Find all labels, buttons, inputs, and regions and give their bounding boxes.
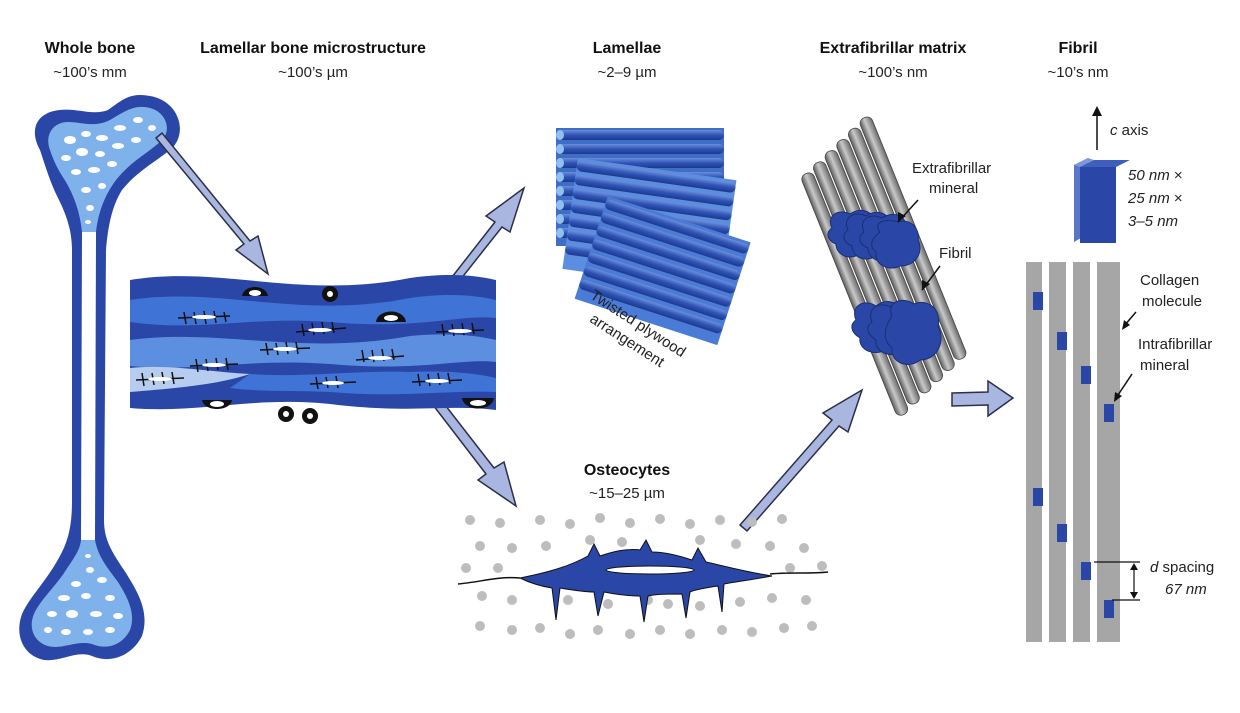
osteocyte-cell-body <box>518 538 773 623</box>
lamellar-pale-region <box>130 366 250 392</box>
platelet-dim-1: 50 nm × <box>1128 167 1183 184</box>
lamellar-light-band-1 <box>130 294 496 326</box>
platelet-dim-2: 25 nm × <box>1127 190 1183 207</box>
d-spacing-label: d spacing <box>1150 559 1214 576</box>
lamellar-light-band-3 <box>230 371 496 395</box>
osteocyte-nucleus <box>605 565 695 575</box>
scale-extrafibrillar-matrix: ~100’s nm <box>858 64 927 81</box>
collagen-molecule-label-2: molecule <box>1142 293 1202 310</box>
zoom-arrows <box>154 131 1015 533</box>
bone-marrow-cavity <box>81 232 96 540</box>
scale-lamellar-microstructure: ~100’s µm <box>278 64 348 81</box>
intrafibrillar-mineral-pointer <box>1115 373 1133 399</box>
arrow-osteocytes-to-matrix <box>738 388 864 533</box>
osteocyte-matrix-dots <box>461 513 827 639</box>
osteocytes-illustration <box>457 513 829 639</box>
arrow-bone-to-lamellar <box>154 131 270 276</box>
extrafibrillar-matrix-illustration <box>801 116 967 416</box>
scale-lamellae: ~2–9 µm <box>597 64 656 81</box>
arrow-matrix-to-fibril <box>951 379 1015 418</box>
lamellar-microstructure-illustration <box>130 274 496 424</box>
intrafibrillar-mineral-label-2: mineral <box>1140 357 1189 374</box>
intrafibrillar-mineral-label-1: Intrafibrillar <box>1138 336 1212 353</box>
bone-trabecular-pores <box>44 117 156 635</box>
extrafibrillar-mineral-label-2: mineral <box>929 180 978 197</box>
title-osteocytes: Osteocytes <box>584 462 670 479</box>
d-spacing-marker <box>1094 561 1140 601</box>
osteocyte-canal-line <box>457 571 829 585</box>
collagen-molecule-label-1: Collagen <box>1140 272 1199 289</box>
title-whole-bone: Whole bone <box>45 40 136 57</box>
lamellar-lacunae-cores <box>148 315 472 385</box>
d-spacing-value: 67 nm <box>1165 581 1207 598</box>
scale-fibril: ~10’s nm <box>1047 64 1108 81</box>
c-axis-label: c axis <box>1110 122 1148 139</box>
intrafibrillar-mineral-blocks <box>1033 292 1114 618</box>
scale-whole-bone: ~100’s mm <box>53 64 127 81</box>
mineral-platelet <box>1074 158 1130 243</box>
title-fibril: Fibril <box>1058 40 1097 57</box>
lamellar-light-band-2 <box>130 334 496 368</box>
lamellae-illustration <box>556 128 751 346</box>
fibril-illustration <box>1026 262 1120 642</box>
whole-bone-illustration <box>19 94 180 661</box>
bone-spongy-bottom <box>31 540 133 647</box>
bone-outline <box>19 94 180 661</box>
title-lamellae: Lamellae <box>593 40 662 57</box>
lamella-sheet-3 <box>574 196 751 346</box>
extrafibrillar-mineral-platelets <box>827 210 942 365</box>
scale-osteocytes: ~15–25 µm <box>589 485 665 502</box>
extrafibrillar-mineral-label-1: Extrafibrillar <box>912 160 991 177</box>
efm-fibril-label: Fibril <box>939 245 972 262</box>
title-extrafibrillar-matrix: Extrafibrillar matrix <box>820 40 967 57</box>
fibril-gaps <box>1042 262 1097 642</box>
title-lamellar-microstructure: Lamellar bone microstructure <box>200 40 426 57</box>
lamellar-surface-canals <box>202 286 494 424</box>
platelet-dim-3: 3–5 nm <box>1128 213 1178 230</box>
